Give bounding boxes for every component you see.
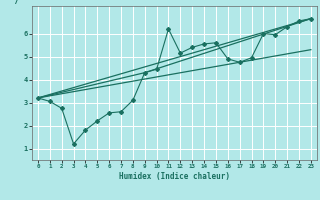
Text: 7: 7 [13, 0, 18, 5]
X-axis label: Humidex (Indice chaleur): Humidex (Indice chaleur) [119, 172, 230, 181]
